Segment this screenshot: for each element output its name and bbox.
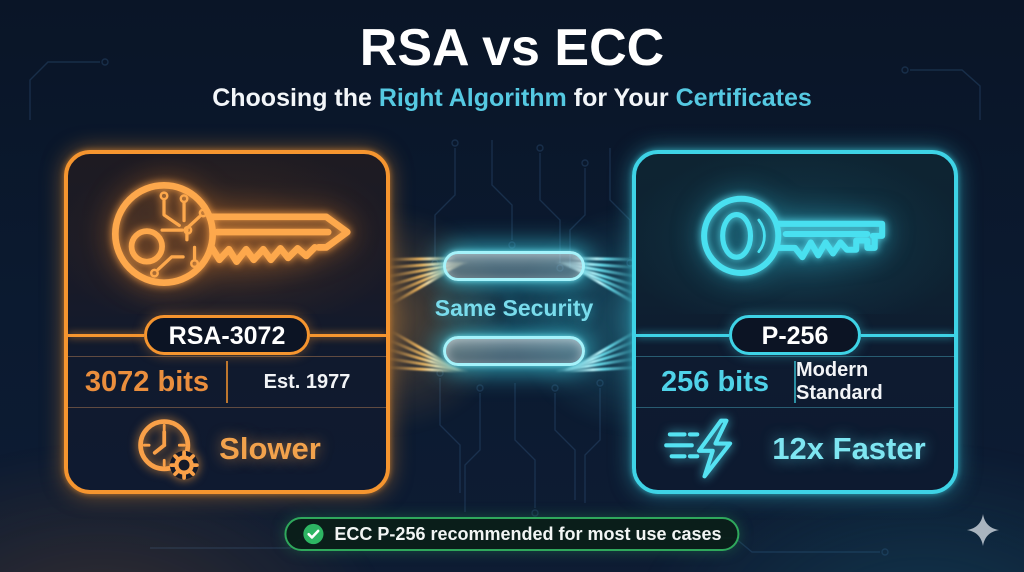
ecc-bits-value: 256 bits	[661, 365, 769, 398]
ecc-badge-label: P-256	[761, 322, 829, 350]
rsa-badge-label: RSA-3072	[168, 322, 286, 350]
rsa-era-stat: Est. 1977	[228, 357, 386, 407]
rsa-key-area	[68, 154, 386, 314]
rsa-era-value: Est. 1977	[263, 370, 351, 393]
clock-gear-icon	[138, 419, 199, 480]
ecc-speed-row: 12x Faster	[636, 408, 954, 490]
rsa-stats-row: 3072 bits Est. 1977	[68, 356, 386, 408]
ecc-bits-stat: 256 bits	[636, 357, 794, 407]
header: RSA vs ECC Choosing the Right Algorithm …	[0, 20, 1024, 113]
ecc-stats-row: 256 bits Modern Standard	[636, 356, 954, 408]
divider-line	[636, 333, 729, 337]
divider-line	[861, 333, 954, 337]
divider-line	[794, 361, 796, 403]
subtitle-segment: for Your	[566, 84, 676, 112]
rsa-card: RSA-3072 3072 bits Est. 1977	[64, 150, 390, 494]
ecc-badge: P-256	[729, 315, 861, 355]
ecc-badge-row: P-256	[636, 314, 954, 356]
subtitle-segment-accent: Certificates	[675, 84, 812, 112]
recommendation-pill: ECC P-256 recommended for most use cases	[284, 517, 740, 551]
same-security-label: Same Security	[434, 295, 594, 321]
ecc-era-value: Modern Standard	[796, 359, 883, 404]
divider-line	[226, 361, 228, 403]
subtitle: Choosing the Right Algorithm for Your Ce…	[0, 84, 1024, 113]
subtitle-segment-accent: Right Algorithm	[378, 84, 567, 112]
check-circle-icon	[303, 523, 324, 545]
equals-bar-bottom	[443, 336, 585, 366]
ecc-card: P-256 256 bits Modern Standard 12x Faste…	[632, 150, 958, 494]
divider-line	[310, 333, 386, 337]
lightning-bolt-icon	[664, 418, 733, 479]
ecc-speed-value: 12x Faster	[772, 431, 926, 466]
divider-line	[68, 333, 144, 337]
rsa-speed-row: Slower	[68, 408, 386, 490]
rsa-badge-row: RSA-3072	[68, 314, 386, 356]
key-icon	[701, 195, 886, 276]
rsa-speed-value: Slower	[219, 431, 321, 466]
circuit-key-icon	[111, 181, 351, 287]
same-security-group: Same Security	[434, 251, 594, 366]
subtitle-segment: Choosing the	[212, 84, 379, 112]
ecc-era-stat: Modern Standard	[796, 357, 954, 407]
rsa-badge: RSA-3072	[143, 315, 311, 355]
equals-bar-top	[443, 251, 585, 281]
page-title: RSA vs ECC	[359, 19, 665, 77]
sparkle-icon	[966, 513, 1000, 547]
ecc-key-area	[636, 154, 954, 314]
rsa-bits-stat: 3072 bits	[68, 357, 226, 407]
rsa-bits-value: 3072 bits	[84, 365, 210, 398]
recommendation-text: ECC P-256 recommended for most use cases	[334, 523, 722, 544]
